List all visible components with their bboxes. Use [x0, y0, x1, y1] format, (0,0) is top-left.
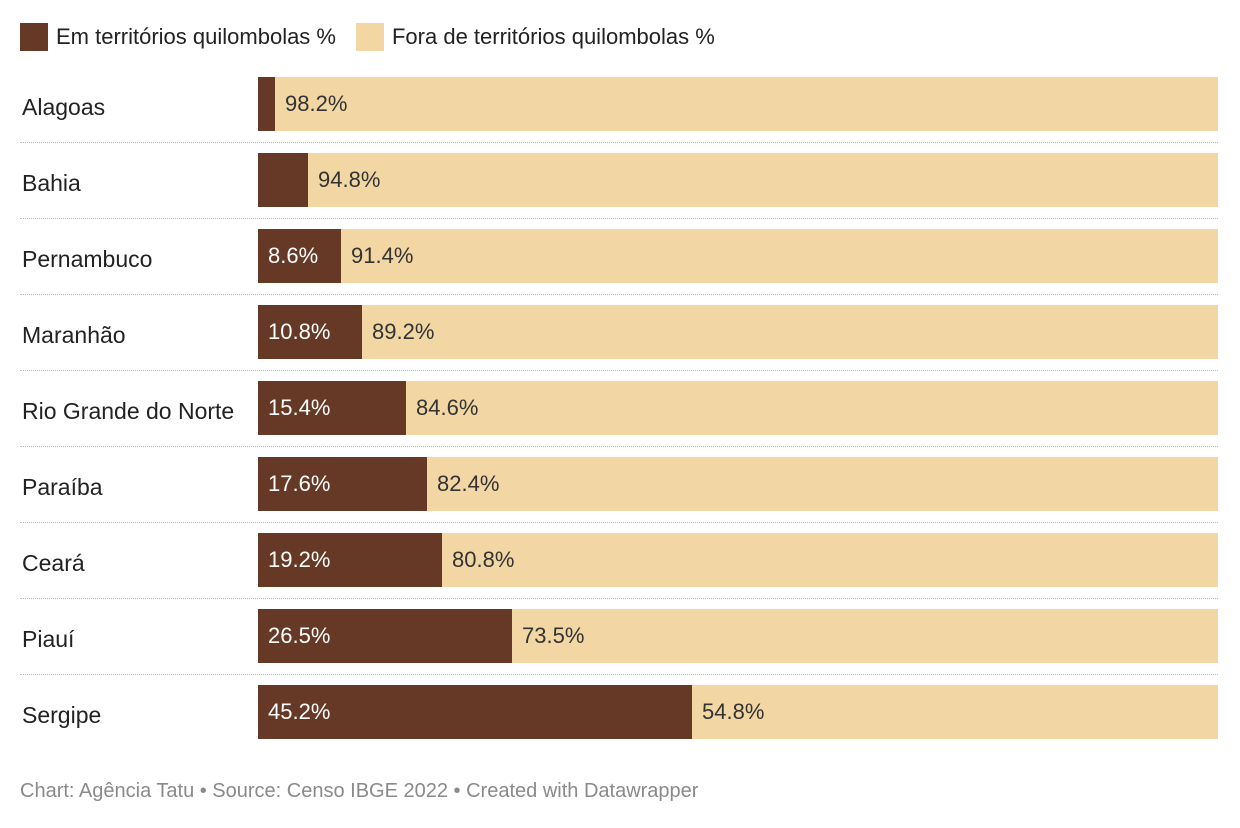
bar-segment-inside — [258, 533, 442, 587]
row-separator — [20, 598, 1218, 599]
category-label: Maranhão — [22, 322, 126, 348]
bar-row: Ceará 19.2% 80.8% — [0, 531, 1240, 607]
value-label-outside: 54.8% — [702, 699, 765, 724]
category-label: Piauí — [22, 626, 75, 652]
row-separator — [20, 142, 1218, 143]
bar-row: Pernambuco 8.6% 91.4% — [0, 227, 1240, 303]
row-separator — [20, 218, 1218, 219]
value-label-outside: 98.2% — [285, 91, 348, 116]
bar-segment-outside — [406, 381, 1218, 435]
bar-segment-outside — [275, 77, 1218, 131]
value-label-outside: 84.6% — [416, 395, 479, 420]
bar-segment-outside — [341, 229, 1218, 283]
legend-label-outside: Fora de territórios quilombolas % — [391, 24, 715, 49]
value-label-outside: 89.2% — [372, 319, 435, 344]
bar-segment-inside — [258, 457, 427, 511]
bar-row: Maranhão 10.8% 89.2% — [0, 303, 1240, 379]
bar-track: 45.2% 54.8% — [258, 685, 1218, 739]
bar-track: 19.2% 80.8% — [258, 533, 1218, 587]
row-separator — [20, 294, 1218, 295]
row-separator — [20, 446, 1218, 447]
bar-segment-outside — [442, 533, 1218, 587]
value-label-outside: 94.8% — [318, 167, 381, 192]
bar-row: Sergipe 45.2% 54.8% — [0, 683, 1240, 759]
bar-segment-inside — [258, 229, 341, 283]
bar-track: 17.6% 82.4% — [258, 457, 1218, 511]
bar-row: Rio Grande do Norte 15.4% 84.6% — [0, 379, 1240, 455]
legend-item-inside: Em territórios quilombolas % — [20, 23, 336, 51]
chart-legend: Em territórios quilombolas % Fora de ter… — [20, 22, 735, 52]
bar-track: 26.5% 73.5% — [258, 609, 1218, 663]
bar-segment-inside — [258, 609, 512, 663]
value-label-inside: 26.5% — [268, 623, 331, 648]
bar-track: 15.4% 84.6% — [258, 381, 1218, 435]
bar-segment-outside — [692, 685, 1218, 739]
bar-segment-outside — [512, 609, 1218, 663]
bar-track: 10.8% 89.2% — [258, 305, 1218, 359]
bar-segment-outside — [427, 457, 1218, 511]
value-label-outside: 91.4% — [351, 243, 414, 268]
bar-row: Bahia 94.8% — [0, 151, 1240, 227]
bar-row: Paraíba 17.6% 82.4% — [0, 455, 1240, 531]
bar-segment-inside — [258, 153, 308, 207]
value-label-inside: 19.2% — [268, 547, 331, 572]
category-label: Alagoas — [22, 94, 106, 120]
value-label-outside: 80.8% — [452, 547, 515, 572]
value-label-inside: 8.6% — [268, 243, 319, 268]
bar-segment-inside — [258, 685, 692, 739]
category-label: Sergipe — [22, 702, 102, 728]
value-label-inside: 10.8% — [268, 319, 331, 344]
bar-track: 98.2% — [258, 77, 1218, 131]
row-separator — [20, 522, 1218, 523]
bar-row: Piauí 26.5% 73.5% — [0, 607, 1240, 683]
legend-label-inside: Em territórios quilombolas % — [56, 24, 336, 49]
category-label: Ceará — [22, 550, 85, 576]
category-label: Paraíba — [22, 474, 103, 500]
bar-segment-inside — [258, 381, 406, 435]
value-label-inside: 15.4% — [268, 395, 331, 420]
legend-swatch-inside — [20, 23, 48, 51]
value-label-inside: 45.2% — [268, 699, 331, 724]
bar-segment-outside — [362, 305, 1218, 359]
bar-row: Alagoas 98.2% — [0, 75, 1240, 151]
value-label-inside: 17.6% — [268, 471, 331, 496]
bar-segment-outside — [308, 153, 1218, 207]
legend-swatch-outside — [355, 23, 384, 51]
bar-track: 8.6% 91.4% — [258, 229, 1218, 283]
category-label: Pernambuco — [22, 246, 153, 272]
value-label-outside: 73.5% — [522, 623, 585, 648]
row-separator — [20, 370, 1218, 371]
chart-footer-credit: Chart: Agência Tatu • Source: Censo IBGE… — [20, 780, 699, 802]
legend-item-outside: Fora de territórios quilombolas % — [355, 23, 715, 51]
row-separator — [20, 674, 1218, 675]
category-label: Rio Grande do Norte — [22, 398, 235, 424]
bar-segment-inside — [258, 77, 275, 131]
stacked-bar-chart: Alagoas 98.2% Bahia 94.8% Pernambuco 8.6% 91.4… — [0, 75, 1240, 755]
value-label-outside: 82.4% — [437, 471, 500, 496]
bar-track: 94.8% — [258, 153, 1218, 207]
bar-segment-inside — [258, 305, 362, 359]
category-label: Bahia — [22, 170, 81, 196]
